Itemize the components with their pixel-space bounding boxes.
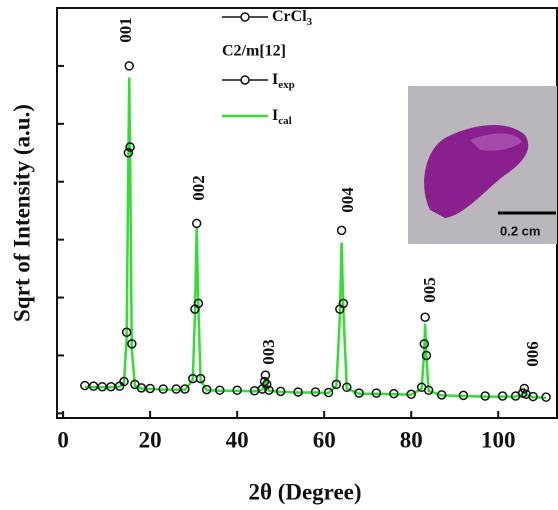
chart: 0.2 cm 2θ (Degree) Sqrt of Intensity (a.… xyxy=(0,0,558,510)
x-axis-label: 2θ (Degree) xyxy=(248,479,361,504)
x-tick-label: 80 xyxy=(400,427,423,452)
legend-label: CrCl3 xyxy=(272,8,313,28)
peak-label: 001 xyxy=(116,17,135,43)
legend-label: Ical xyxy=(272,107,292,127)
legend-label: Iexp xyxy=(272,71,295,91)
exp-point xyxy=(125,62,133,70)
exp-point xyxy=(421,313,429,321)
scale-label: 0.2 cm xyxy=(500,223,540,238)
peak-label: 005 xyxy=(420,277,439,303)
inset-photo: 0.2 cm xyxy=(408,86,557,244)
y-axis-label: Sqrt of Intensity (a.u.) xyxy=(9,104,34,322)
legend-marker xyxy=(241,13,249,21)
x-tick-label: 40 xyxy=(226,427,249,452)
x-tick-label: 20 xyxy=(139,427,162,452)
exp-point xyxy=(81,382,89,390)
x-tick-label: 0 xyxy=(57,427,69,452)
peak-label: 002 xyxy=(189,175,208,201)
peak-label: 003 xyxy=(259,339,278,365)
peak-label: 004 xyxy=(338,187,357,213)
exp-point xyxy=(193,219,201,227)
exp-point xyxy=(338,226,346,234)
legend-marker xyxy=(241,76,249,84)
x-tick-label: 100 xyxy=(481,427,516,452)
peak-label: 006 xyxy=(523,341,542,367)
legend-title: C2/m[12] xyxy=(222,43,286,60)
x-tick-label: 60 xyxy=(313,427,336,452)
